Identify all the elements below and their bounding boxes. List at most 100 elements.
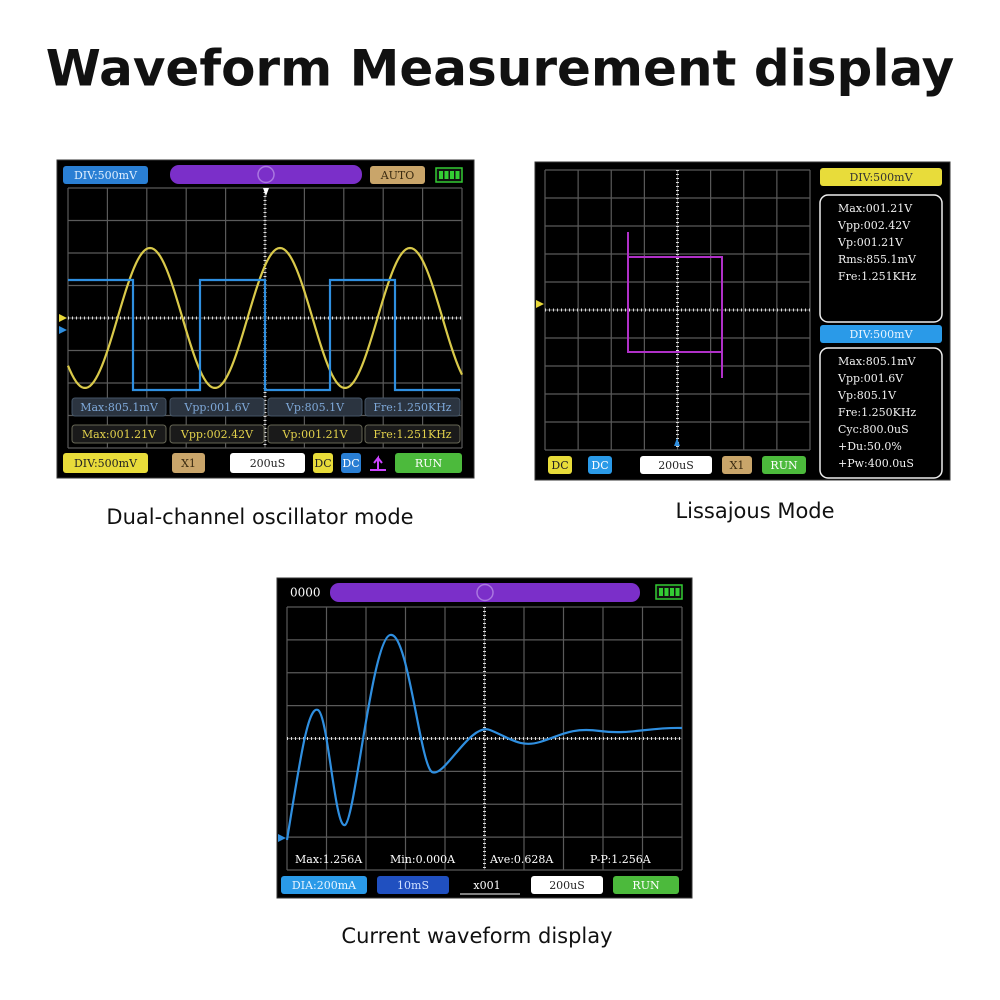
battery-cell <box>450 171 454 179</box>
status-label-box <box>395 453 462 473</box>
channel-2-wave <box>68 278 460 392</box>
div-label: DIV:500mV <box>74 169 138 182</box>
measurement: Vp:805.1V <box>285 401 345 414</box>
channel-div-box <box>820 325 942 343</box>
reading: Max:001.21V <box>838 202 913 215</box>
measurement-box <box>267 424 363 444</box>
reading: Fre:1.250KHz <box>838 406 916 419</box>
status-label-box <box>457 876 517 894</box>
status-label-box <box>313 453 333 473</box>
battery-cell <box>670 588 674 596</box>
reading: Cyc:800.0uS <box>838 423 909 436</box>
status-label-box <box>548 456 572 474</box>
scroll-bar <box>170 165 362 184</box>
battery-cell <box>659 588 663 596</box>
status-label: 10mS <box>397 879 429 892</box>
measurement: Min:0.000A <box>390 853 456 866</box>
channel-marker <box>59 314 67 322</box>
measurement: Vp:001.21V <box>281 428 348 441</box>
reading: Vp:805.1V <box>837 389 897 402</box>
measurement-box <box>71 424 167 444</box>
measurement: Max:1.256A <box>295 853 363 866</box>
channel-marker <box>278 834 286 842</box>
page-title: Waveform Measurement display <box>46 40 955 98</box>
reading: Vp:001.21V <box>837 236 904 249</box>
reading: +Pw:400.0uS <box>838 457 914 470</box>
status-label-box <box>588 456 612 474</box>
scroll-knob <box>476 583 494 602</box>
status-label-box <box>613 876 679 894</box>
status-label: DC <box>551 459 568 472</box>
measurement: Fre:1.250KHz <box>373 401 451 414</box>
channel-div: DIV:500mV <box>849 328 913 341</box>
channel-div-box <box>820 168 942 186</box>
battery-cell <box>444 171 449 179</box>
measurement-box <box>169 424 265 444</box>
battery-cell <box>664 588 669 596</box>
status-label: DC <box>314 457 331 470</box>
scroll-bar <box>330 583 640 602</box>
reading: Max:805.1mV <box>838 355 917 368</box>
readings-box <box>819 194 943 323</box>
caption: Dual-channel oscillator mode <box>106 505 413 529</box>
mode-label: AUTO <box>380 169 415 182</box>
channel-marker <box>536 300 544 308</box>
status-label: DC <box>342 457 359 470</box>
status-label: X1 <box>181 457 196 470</box>
reading: Vpp:001.6V <box>837 372 904 385</box>
measurement: Fre:1.251KHz <box>373 428 451 441</box>
status-label: RUN <box>415 457 443 470</box>
trigger-icon <box>370 455 386 471</box>
mode-label-box <box>370 166 425 184</box>
div-label-box <box>63 166 148 184</box>
measurement: Ave:0.628A <box>489 853 554 866</box>
trigger-marker <box>674 438 680 446</box>
battery-cell <box>455 171 460 179</box>
reading: +Du:50.0% <box>838 440 902 453</box>
status-label-box <box>377 876 449 894</box>
measurement-box <box>267 397 363 417</box>
status-label: RUN <box>632 879 660 892</box>
lissajous-trace <box>627 232 723 378</box>
channel-marker <box>59 326 67 334</box>
status-label: X1 <box>730 459 745 472</box>
measurement: Vpp:001.6V <box>183 401 250 414</box>
measurement-box <box>364 424 461 444</box>
battery-cell <box>675 588 680 596</box>
reading: Rms:855.1mV <box>838 253 917 266</box>
status-label: DIV:500mV <box>74 457 138 470</box>
status-label: RUN <box>770 459 798 472</box>
status-label-box <box>640 456 712 474</box>
current-wave <box>285 633 683 841</box>
status-label-box <box>172 453 205 473</box>
measurement: P-P:1.256A <box>590 853 652 866</box>
status-label-box <box>230 453 305 473</box>
channel-1-wave <box>66 246 463 389</box>
measurement: Vpp:002.42V <box>180 428 254 441</box>
status-label-box <box>63 453 148 473</box>
status-label-box <box>722 456 752 474</box>
readings-box <box>819 347 943 479</box>
status-label: 200uS <box>658 459 694 472</box>
measurement-box <box>364 397 461 417</box>
status-label: x001 <box>473 879 500 892</box>
reading: Fre:1.251KHz <box>838 270 916 283</box>
scroll-knob <box>257 165 275 184</box>
measurement-box <box>71 397 167 417</box>
status-label: 200uS <box>549 879 585 892</box>
channel-div: DIV:500mV <box>849 171 913 184</box>
reading: Vpp:002.42V <box>837 219 911 232</box>
status-label-box <box>281 876 367 894</box>
status-label: DIA:200mA <box>292 879 357 892</box>
measurement: Max:001.21V <box>82 428 157 441</box>
measurement: Max:805.1mV <box>80 401 159 414</box>
trigger-marker <box>263 188 269 196</box>
counter: 0000 <box>290 586 321 600</box>
status-label: DC <box>591 459 608 472</box>
caption: Current waveform display <box>341 924 612 948</box>
caption: Lissajous Mode <box>675 499 834 523</box>
status-label: 200uS <box>250 457 286 470</box>
status-label-box <box>341 453 361 473</box>
